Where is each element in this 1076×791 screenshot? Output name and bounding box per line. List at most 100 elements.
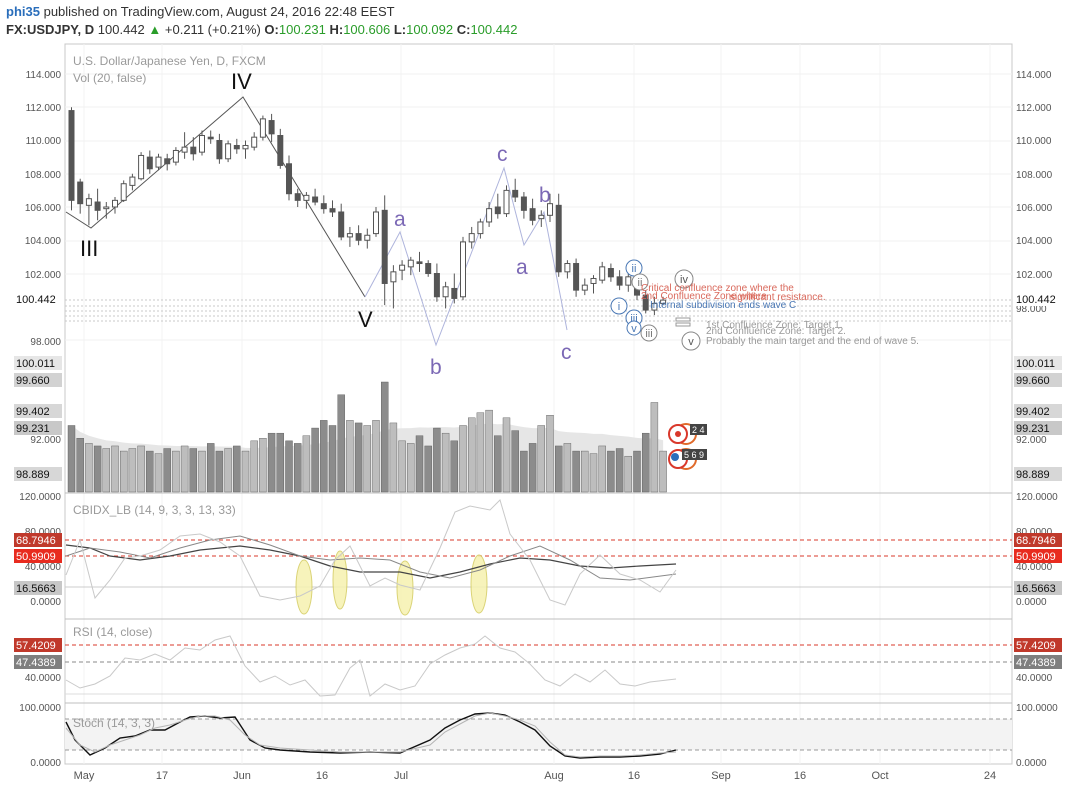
event-markers[interactable]: 2 4 5 6 9: [668, 423, 707, 470]
volume-bar: [189, 448, 198, 493]
candle-body: [494, 206, 501, 215]
grid-lines: [65, 44, 1012, 764]
candle: [442, 281, 449, 309]
candle: [112, 197, 118, 214]
author-name[interactable]: phi35: [6, 4, 40, 19]
candle-body: [85, 198, 92, 206]
volume-bar: [537, 425, 545, 493]
stoch-pane: [65, 712, 1012, 759]
candle-body: [268, 120, 275, 135]
candle: [555, 193, 562, 277]
candle: [451, 273, 458, 304]
candle-body: [520, 196, 527, 211]
open-label: O:: [264, 22, 279, 37]
candle: [581, 278, 588, 296]
cb-tick: 120.0000: [19, 492, 61, 503]
vol-tick: 92.000: [1016, 435, 1047, 446]
candle-body: [207, 136, 214, 140]
volume-bar: [85, 443, 93, 493]
volume-bar: [163, 448, 171, 493]
y-tick: 102.000: [1016, 270, 1053, 281]
candle: [164, 153, 171, 171]
legend-vol: Vol (20, false): [73, 71, 146, 85]
candle: [259, 115, 266, 141]
candle-body: [294, 193, 301, 201]
left-tag-cb2: 50.9909: [16, 551, 56, 563]
time-axis[interactable]: May 17 Jun 16 Jul Aug 16 Sep 16 Oct 24: [74, 770, 997, 782]
candle-body: [529, 208, 536, 221]
candle: [590, 275, 597, 294]
candle: [181, 132, 188, 159]
volume-bar: [137, 445, 145, 493]
chart-area[interactable]: III IV V a b c a b c ii i ii iii v iii i…: [0, 42, 1076, 791]
volume-bar: [372, 420, 380, 493]
right-tag-last: 100.442: [1016, 294, 1056, 306]
candle: [416, 251, 423, 272]
volume-bar: [624, 455, 632, 493]
candle: [373, 207, 379, 237]
low-value: 100.092: [406, 22, 454, 37]
y-tick: 114.000: [26, 70, 62, 81]
close-value: 100.442: [470, 22, 518, 37]
left-tag-l2: 99.660: [16, 375, 50, 387]
candle-body: [320, 203, 327, 210]
candle-body: [286, 163, 292, 195]
right-tag-l3: 99.402: [1016, 406, 1050, 418]
right-tag-cb2: 50.9909: [1016, 551, 1056, 563]
candle: [642, 290, 649, 314]
volume-bars: [67, 381, 667, 493]
candle-body: [660, 299, 667, 304]
candle: [120, 180, 127, 203]
rsi-tick: 40.0000: [1016, 673, 1053, 684]
abc-wave-line: [364, 166, 568, 347]
y-tick: 114.000: [1016, 70, 1052, 81]
price-axis-right[interactable]: 114.000 112.000 110.000 108.000 106.000 …: [1016, 70, 1058, 769]
y-tick: 104.000: [25, 236, 62, 247]
volume-bar: [398, 440, 406, 493]
candle-body: [599, 266, 606, 281]
candle: [512, 178, 519, 203]
candle: [599, 261, 606, 284]
right-tag-l2: 99.660: [1016, 375, 1050, 387]
candle-body: [381, 209, 388, 284]
low-label: L:: [393, 22, 407, 37]
candle: [460, 236, 466, 301]
candle-body: [564, 263, 571, 273]
volume-bar: [302, 435, 311, 493]
candle: [390, 265, 397, 309]
cb-tick: 80.0000: [25, 527, 62, 538]
x-tick: Oct: [871, 770, 888, 782]
cb-tick: 120.0000: [1016, 492, 1058, 503]
candle-body: [242, 144, 249, 150]
wave-label-b2: b: [539, 184, 551, 207]
candle-body: [407, 259, 414, 268]
candle-body: [129, 176, 136, 186]
volume-bar: [407, 443, 415, 493]
circle-label-ii-gray: ii: [638, 277, 643, 289]
left-tag-cb1: 68.7946: [16, 535, 56, 547]
volume-bar: [206, 443, 215, 493]
circle-label-v: v: [631, 323, 637, 335]
cb-tick: 40.0000: [1016, 562, 1053, 573]
y-tick: 108.000: [1016, 170, 1053, 181]
vol-tick: 92.000: [30, 435, 61, 446]
candle: [529, 198, 536, 226]
y-tick: 110.000: [1016, 136, 1052, 147]
annotation-critical-2: 2nd Confluence Zone where: [641, 291, 767, 302]
cb-tick: 0.0000: [1016, 597, 1047, 608]
candle-body: [216, 140, 223, 160]
open-value: 100.231: [278, 22, 326, 37]
candle-body: [607, 268, 614, 278]
publish-info: published on TradingView.com, August 24,…: [43, 4, 395, 19]
volume-bar: [320, 420, 328, 493]
legend-rsi: RSI (14, close): [73, 625, 152, 639]
legend-stoch: Stoch (14, 3, 3): [73, 716, 155, 730]
cb-tick: 40.0000: [25, 562, 62, 573]
price-axis-left[interactable]: 114.000 112.000 110.000 108.000 106.000 …: [19, 70, 61, 769]
cbidx-pane: [65, 499, 1012, 616]
candle-body: [651, 302, 658, 311]
candle: [138, 152, 145, 181]
right-tag-l4: 99.231: [1016, 423, 1050, 435]
annotations: Critical confluence zone where the 2nd C…: [641, 283, 919, 347]
volume-bar: [598, 445, 606, 493]
